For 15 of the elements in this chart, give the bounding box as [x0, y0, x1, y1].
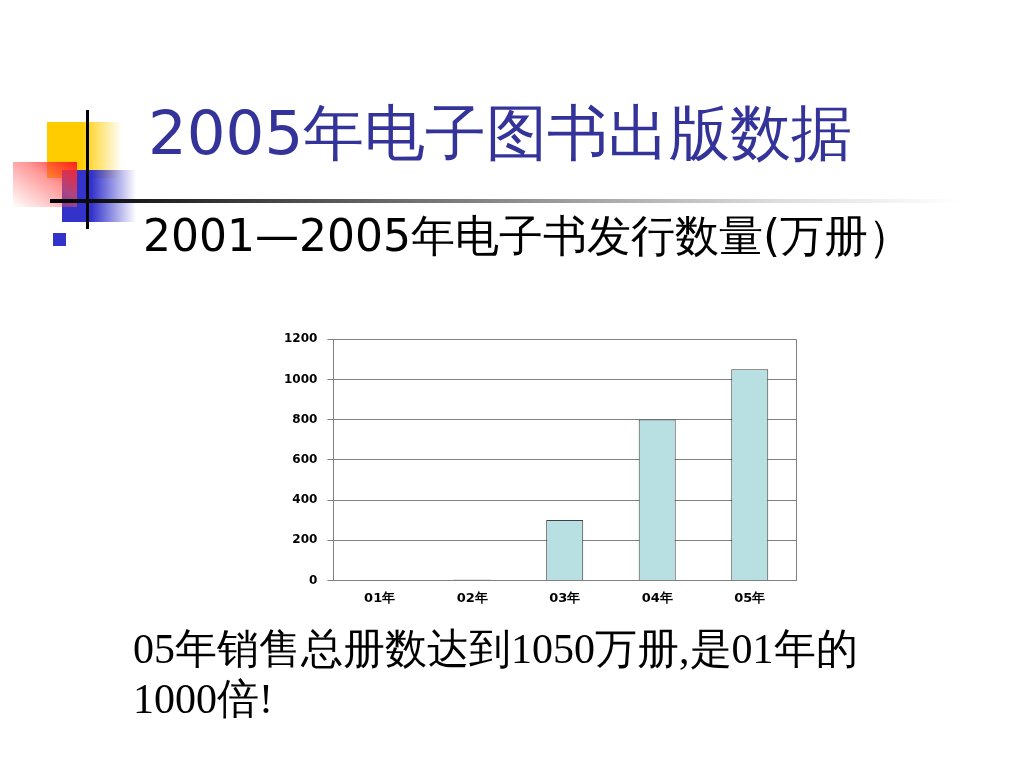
y-tick-label: 400	[292, 492, 318, 507]
y-tick-label: 1000	[283, 371, 318, 386]
chart-title: 2005年电子图书出版数据	[148, 97, 853, 169]
y-tick-label: 800	[292, 411, 318, 426]
y-tick-label: 1200	[283, 331, 318, 346]
y-tick-label: 200	[292, 532, 318, 547]
x-tick-label: 02年	[456, 589, 488, 605]
y-tick-label: 600	[292, 451, 318, 466]
x-tick-label: 04年	[641, 589, 673, 605]
chart-subtitle: 2001—2005年电子书发行数量(万册）	[143, 210, 913, 262]
y-tick-label: 0	[309, 572, 318, 587]
x-tick-label: 03年	[549, 589, 581, 605]
x-tick-label: 05年	[734, 589, 766, 605]
x-tick-label: 01年	[364, 589, 396, 605]
text: 05年销售总册数达到1050万册,是01年的 1000倍!	[133, 625, 858, 724]
